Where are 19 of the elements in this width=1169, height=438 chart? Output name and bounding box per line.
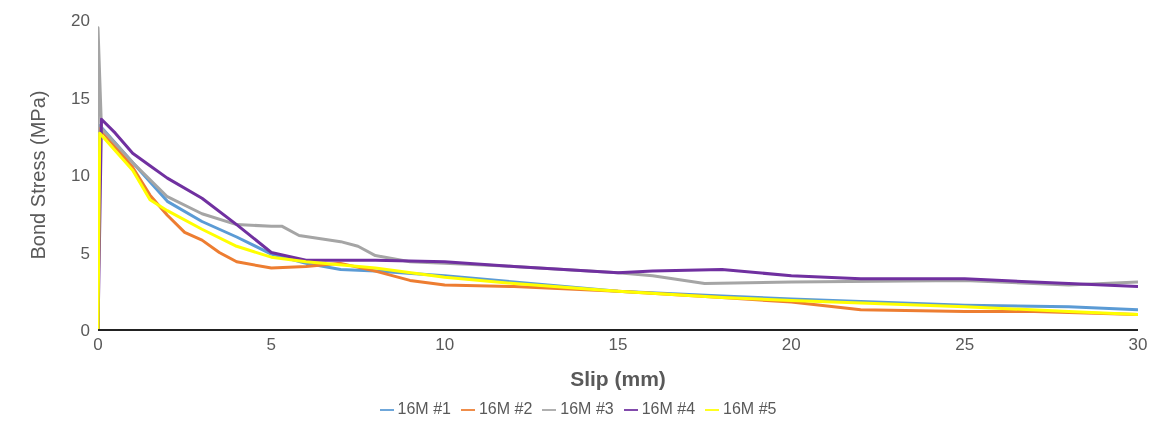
x-tick-label: 5 <box>266 335 277 355</box>
y-tick-label: 0 <box>80 321 90 341</box>
legend-label: 16M #4 <box>641 400 696 417</box>
x-tick-label: 25 <box>955 335 975 355</box>
y-axis-title: Bond Stress (MPa) <box>27 90 50 260</box>
x-tick-label: 30 <box>1128 335 1148 355</box>
legend-label: 16M #1 <box>397 400 451 417</box>
legend-label: 16M #2 <box>478 400 533 417</box>
y-tick-label: 20 <box>71 11 90 31</box>
x-tick-label: 20 <box>781 335 801 355</box>
y-tick-label: 15 <box>71 88 90 108</box>
x-tick-label: 0 <box>93 335 103 355</box>
y-tick-label: 5 <box>80 243 90 263</box>
x-tick-label: 15 <box>608 335 628 355</box>
y-tick-label: 10 <box>71 166 90 186</box>
legend-label: 16M #3 <box>560 400 614 417</box>
legend-label: 16M #5 <box>723 400 777 417</box>
x-axis-title: Slip (mm) <box>570 367 666 390</box>
x-tick-label: 10 <box>435 335 455 355</box>
